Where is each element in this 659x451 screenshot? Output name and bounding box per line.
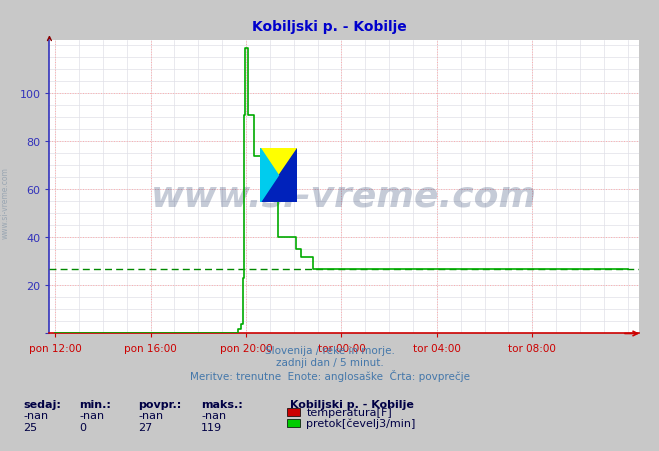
Text: pretok[čevelj3/min]: pretok[čevelj3/min]	[306, 418, 416, 428]
Text: maks.:: maks.:	[201, 399, 243, 409]
Text: Meritve: trenutne  Enote: anglosaške  Črta: povprečje: Meritve: trenutne Enote: anglosaške Črta…	[190, 369, 469, 382]
Text: -nan: -nan	[79, 410, 104, 420]
Text: -nan: -nan	[23, 410, 48, 420]
Text: www.si-vreme.com: www.si-vreme.com	[152, 179, 537, 213]
Text: 27: 27	[138, 422, 153, 432]
Text: Kobiljski p. - Kobilje: Kobiljski p. - Kobilje	[290, 399, 414, 409]
Text: -nan: -nan	[201, 410, 226, 420]
Text: Slovenija / reke in morje.: Slovenija / reke in morje.	[264, 345, 395, 355]
Text: 119: 119	[201, 422, 222, 432]
Text: 0: 0	[79, 422, 86, 432]
Text: povpr.:: povpr.:	[138, 399, 182, 409]
Polygon shape	[260, 149, 297, 203]
Polygon shape	[260, 149, 279, 203]
Text: www.si-vreme.com: www.si-vreme.com	[1, 167, 10, 239]
Text: Kobiljski p. - Kobilje: Kobiljski p. - Kobilje	[252, 20, 407, 34]
Text: min.:: min.:	[79, 399, 111, 409]
Text: 25: 25	[23, 422, 37, 432]
Text: temperatura[F]: temperatura[F]	[306, 407, 392, 417]
Text: -nan: -nan	[138, 410, 163, 420]
Text: sedaj:: sedaj:	[23, 399, 61, 409]
Text: zadnji dan / 5 minut.: zadnji dan / 5 minut.	[275, 357, 384, 367]
Polygon shape	[260, 149, 297, 203]
